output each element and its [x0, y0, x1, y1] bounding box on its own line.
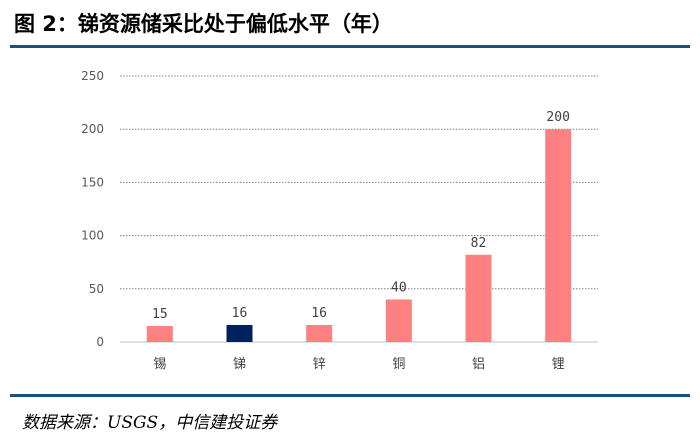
x-category-label: 锂: [552, 357, 565, 372]
y-tick-label: 50: [89, 282, 104, 296]
x-category-label: 锌: [313, 357, 326, 372]
y-tick-label: 250: [81, 69, 104, 83]
bar-1: [146, 326, 173, 342]
x-category-label: 锡: [153, 357, 166, 372]
data-label: 15: [152, 307, 168, 322]
data-label: 82: [471, 236, 487, 251]
y-tick-label: 100: [81, 229, 104, 243]
bar-6: [545, 129, 572, 342]
data-label: 40: [391, 280, 407, 295]
data-label: 200: [546, 110, 569, 125]
top-rule: [10, 45, 690, 48]
bar-chart: 0 50 100 150 200 250 15 锡 16 锑 16 锌 40 铜 82 铝 200 锂: [81, 69, 598, 372]
figure-title: 图 2：锑资源储采比处于偏低水平（年）: [14, 12, 393, 36]
y-tick-label: 200: [81, 122, 104, 136]
x-category-label: 锑: [233, 357, 246, 372]
bottom-rule: [10, 394, 690, 397]
bar-5: [465, 254, 492, 342]
x-category-label: 铜: [392, 357, 405, 372]
data-label: 16: [311, 306, 327, 321]
bar-3: [306, 324, 333, 342]
x-category-label: 铝: [472, 357, 485, 372]
source-note: 数据来源：USGS，中信建投证券: [22, 413, 278, 433]
bar-2: [226, 324, 253, 342]
y-tick-label: 0: [96, 335, 104, 349]
y-tick-label: 150: [81, 175, 104, 189]
data-label: 16: [232, 306, 248, 321]
bar-4: [385, 299, 412, 342]
